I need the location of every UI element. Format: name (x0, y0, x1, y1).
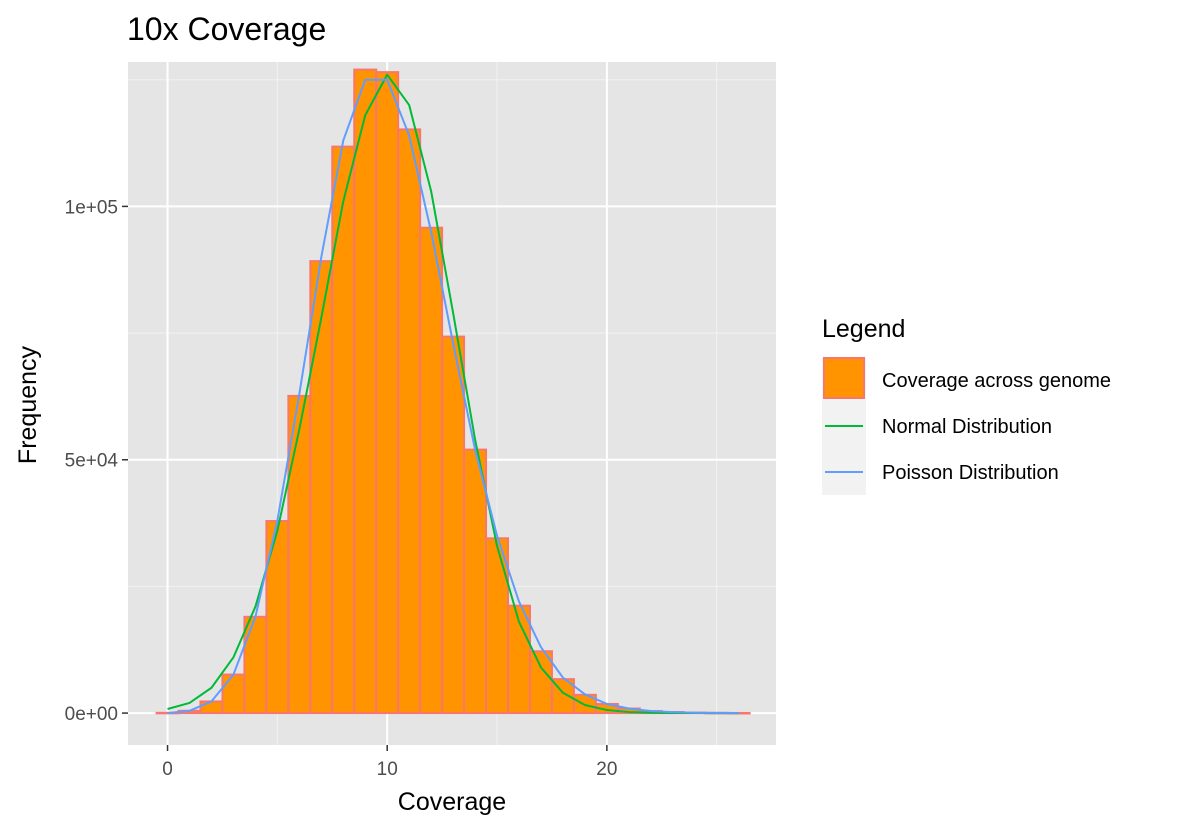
y-axis-ticks: 0e+00 5e+04 1e+05 (65, 197, 128, 725)
histogram-bar (199, 700, 224, 715)
x-tick-label: 10 (377, 759, 398, 780)
y-axis-title: Frequency (14, 345, 42, 464)
legend-label-normal: Normal Distribution (882, 416, 1052, 438)
chart-title: 10x Coverage (127, 11, 326, 47)
series-line-poisson-distribution (167, 78, 739, 715)
histogram-bar (419, 226, 444, 715)
legend-title: Legend (822, 315, 905, 343)
histogram-bar (375, 71, 400, 715)
y-tick-label: 0e+00 (65, 704, 118, 725)
legend-label-poisson: Poisson Distribution (882, 462, 1059, 484)
histogram-bar (463, 448, 488, 715)
histogram-bars (155, 68, 751, 715)
histogram-bar (309, 260, 334, 715)
legend-key-coverage (823, 357, 865, 399)
histogram-bar (441, 335, 466, 715)
histogram-bar (353, 68, 378, 715)
legend: Legend Coverage across genome Normal Dis… (822, 315, 1111, 495)
x-tick-label: 20 (596, 759, 617, 780)
histogram-bar (528, 650, 553, 715)
histogram-bar (485, 537, 510, 715)
histogram-bar (243, 615, 268, 715)
histogram-bar (331, 145, 356, 715)
x-axis-title: Coverage (398, 788, 506, 816)
y-tick-label: 1e+05 (65, 197, 118, 218)
distribution-lines (167, 73, 739, 715)
x-tick-label: 0 (162, 759, 173, 780)
y-tick-label: 5e+04 (65, 451, 119, 472)
x-axis-ticks: 0 10 20 (162, 745, 617, 780)
histogram-bar (397, 128, 422, 715)
histogram-bar (221, 673, 246, 715)
legend-label-coverage: Coverage across genome (882, 370, 1111, 392)
